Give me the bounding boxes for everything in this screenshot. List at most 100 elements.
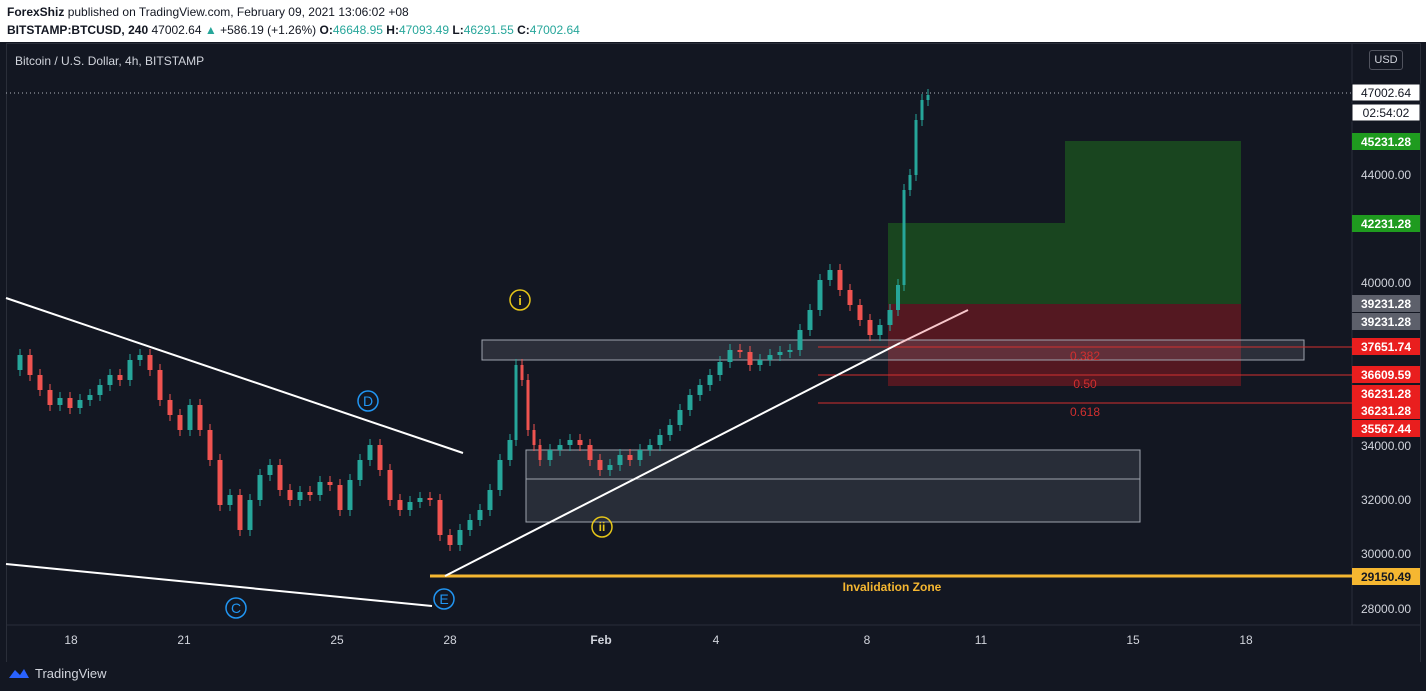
candle-body xyxy=(577,440,583,445)
candle-body xyxy=(157,370,163,400)
candle-body xyxy=(896,285,900,310)
candle-body xyxy=(227,495,233,505)
price-label-badge xyxy=(1352,420,1420,437)
candle-body xyxy=(647,445,653,450)
candle-body xyxy=(877,325,883,335)
symbol-line: BITSTAMP:BTCUSD, 240 47002.64 ▲ +586.19 … xyxy=(7,23,580,37)
invalidation-zone-label: Invalidation Zone xyxy=(843,580,942,594)
candle-body xyxy=(532,430,536,445)
fib-label-050: 0.50 xyxy=(1073,377,1097,391)
wave-label-ii-text: ii xyxy=(599,520,606,534)
candle-body xyxy=(887,310,893,325)
candle-body xyxy=(677,410,683,425)
candle-body xyxy=(902,190,906,285)
support-box xyxy=(525,449,1141,523)
tradingview-brand[interactable]: TradingView xyxy=(8,666,107,681)
candle-body xyxy=(827,270,833,280)
author-name[interactable]: ForexShiz xyxy=(7,5,65,19)
candle-body xyxy=(107,375,113,385)
time-axis[interactable]: 18 21 25 28 Feb 4 8 11 15 18 xyxy=(64,633,1253,647)
price-label-text: 29150.49 xyxy=(1361,570,1411,584)
candle-body xyxy=(177,415,183,430)
candle-body xyxy=(387,470,393,500)
low-label: L: xyxy=(452,23,464,37)
price-label-text: 02:54:02 xyxy=(1363,106,1410,120)
candle-body xyxy=(607,465,613,470)
price-label-text: 47002.64 xyxy=(1361,86,1411,100)
candle-body xyxy=(587,445,593,460)
candle-body xyxy=(347,480,353,510)
wave-label-d: D xyxy=(357,390,379,412)
high-value: 47093.49 xyxy=(398,23,450,37)
candle-body xyxy=(627,455,633,460)
wedge-lower-line xyxy=(5,563,433,607)
candle-body xyxy=(787,350,793,352)
price-label-badge xyxy=(1352,568,1420,585)
price-label-text: 39231.28 xyxy=(1361,315,1411,329)
candle-body xyxy=(497,460,503,490)
wave-label-c-text: C xyxy=(231,600,241,616)
candle-body xyxy=(17,355,23,370)
candle-body xyxy=(520,365,524,380)
candle-body xyxy=(427,498,433,500)
candle-body xyxy=(257,475,263,500)
price-label-badge xyxy=(1352,366,1420,383)
candle-body xyxy=(697,385,703,395)
candle-body xyxy=(727,350,733,362)
candle-body xyxy=(377,445,383,470)
price-tick-label: 32000.00 xyxy=(1361,493,1411,507)
time-tick-label: 4 xyxy=(713,633,720,647)
price-label-badge xyxy=(1352,133,1420,150)
candle-body xyxy=(737,350,743,352)
candle-body xyxy=(757,360,763,365)
candle-body xyxy=(287,490,293,500)
tradingview-logo-icon xyxy=(9,668,29,678)
candle-body xyxy=(327,482,333,485)
stop-zone xyxy=(888,304,1241,386)
candle-body xyxy=(47,390,53,405)
fib-label-0382: 0.382 xyxy=(1070,349,1100,363)
candle-body xyxy=(57,398,63,405)
close-label: C: xyxy=(517,23,530,37)
price-label-badge xyxy=(1351,103,1421,122)
time-tick-label: 18 xyxy=(64,633,78,647)
candle-body xyxy=(567,440,573,445)
up-arrow-icon: ▲ xyxy=(204,23,217,37)
candle-body xyxy=(857,305,863,320)
price-label-text: 36231.28 xyxy=(1361,387,1411,401)
candle-body xyxy=(914,120,918,175)
price-axis-labels: 47002.64 02:54:02 45231.28 42231.28 39231.28… xyxy=(1351,83,1421,585)
price-label-badge xyxy=(1352,215,1420,232)
candle-body xyxy=(267,465,273,475)
resistance-box xyxy=(481,339,1305,361)
candle-body xyxy=(847,290,853,305)
candle-body xyxy=(797,330,803,350)
candle-body xyxy=(547,450,553,460)
candle-body xyxy=(487,490,493,510)
candle-body xyxy=(217,460,223,505)
candle-body xyxy=(277,465,283,490)
time-tick-label: 18 xyxy=(1239,633,1253,647)
brand-name: TradingView xyxy=(35,666,107,681)
time-tick-label: 8 xyxy=(864,633,871,647)
candle-body xyxy=(37,375,43,390)
wave-label-i: i xyxy=(509,289,531,311)
price-label-badge xyxy=(1352,402,1420,419)
price-label-badge xyxy=(1352,385,1420,402)
candle-body xyxy=(137,355,143,360)
candle-body xyxy=(397,500,403,510)
price-tick-label: 40000.00 xyxy=(1361,276,1411,290)
last-price: 47002.64 xyxy=(151,23,202,37)
candle-body xyxy=(467,520,473,530)
publication-header: ForexShiz published on TradingView.com, … xyxy=(0,0,1426,42)
candle-body xyxy=(417,498,423,502)
target-zone-2 xyxy=(1065,141,1241,304)
wave-label-i-text: i xyxy=(518,293,522,308)
candle-body xyxy=(367,445,373,460)
currency-button[interactable]: USD xyxy=(1369,50,1403,70)
uptrend-line-extension xyxy=(899,309,969,344)
chart-legend: Bitcoin / U.S. Dollar, 4h, BITSTAMP xyxy=(15,54,205,68)
price-change: +586.19 (+1.26%) xyxy=(220,23,317,37)
price-axis[interactable]: 28000.00 30000.00 32000.00 34000.00 40000.00… xyxy=(1361,168,1411,616)
